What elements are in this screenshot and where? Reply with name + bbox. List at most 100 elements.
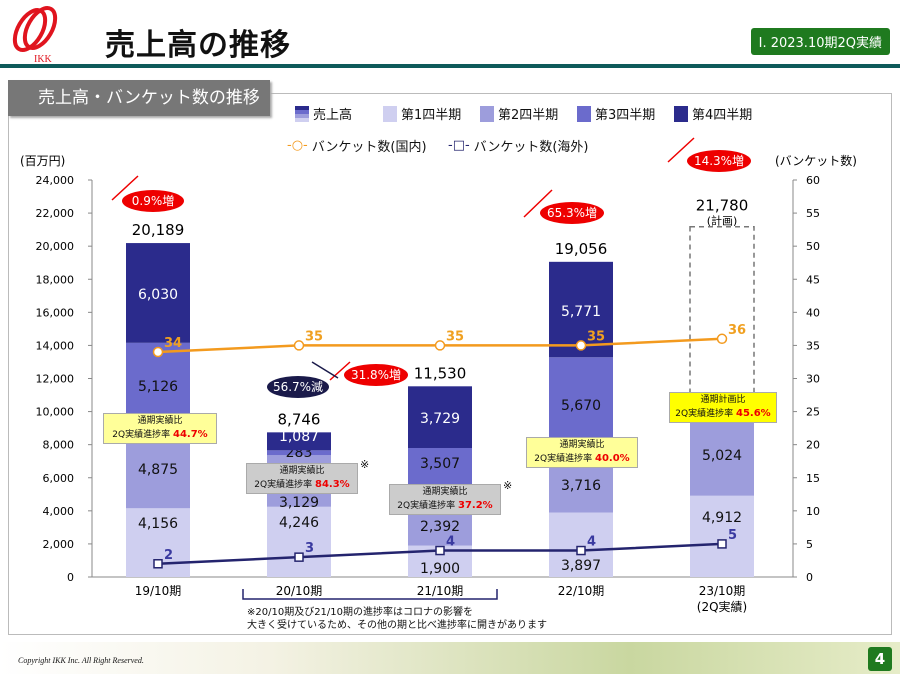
y2-tick-label: 35 <box>806 339 820 352</box>
line-point <box>152 346 164 358</box>
line-value-label: 4 <box>587 535 596 550</box>
bar-value-label: 4,246 <box>279 515 319 531</box>
legend-label: バンケット数(海外) <box>473 140 589 155</box>
y-tick-label: 2,000 <box>43 538 75 551</box>
y-tick-label: 6,000 <box>43 472 75 485</box>
progress-note: 通期計画比 2Q実績進捗率 45.6% <box>669 392 777 423</box>
line-value-label: 3 <box>305 541 314 556</box>
line-value-label: 4 <box>446 535 455 550</box>
line-point <box>576 545 586 556</box>
bar-value-label: 5,670 <box>561 398 601 414</box>
line-value-label: 5 <box>728 528 737 543</box>
legend-marker-circle: -○- <box>287 138 308 153</box>
bar-segment <box>267 432 331 451</box>
bar-value-label: 3,729 <box>420 411 460 427</box>
legend-label: 売上高 <box>313 108 353 123</box>
legend-label: 第1四半期 <box>401 108 462 123</box>
y2-tick-label: 60 <box>806 174 820 187</box>
y-tick-label: 0 <box>67 571 74 584</box>
y-tick-label: 16,000 <box>36 306 75 319</box>
page-number: 4 <box>868 647 892 671</box>
x-tick-label: 21/10期 <box>417 584 464 598</box>
bar-segment <box>267 450 331 456</box>
bar-total-label: 11,530 <box>414 364 467 382</box>
legend-total: 売上高 <box>295 104 352 123</box>
y-tick-label: 14,000 <box>36 339 75 352</box>
legend-marker-square: -□- <box>448 138 470 153</box>
y2-tick-label: 50 <box>806 240 820 253</box>
y2-tick-label: 0 <box>806 571 813 584</box>
trend-arrow <box>111 175 139 201</box>
bar-value-label: 6,030 <box>138 287 178 303</box>
bar-value-label: 5,024 <box>702 448 742 464</box>
x-tick-label: 23/10期 <box>699 584 746 598</box>
y-tick-label: 4,000 <box>43 505 75 518</box>
trend-arrow <box>667 137 695 163</box>
header-divider <box>0 64 900 68</box>
y-tick-label: 12,000 <box>36 373 75 386</box>
bar-value-label: 5,771 <box>561 304 601 320</box>
line-value-label: 2 <box>164 548 173 563</box>
ikk-logo: IKK <box>12 6 58 64</box>
line-point <box>293 340 305 351</box>
bar-value-label: 3,129 <box>279 495 319 511</box>
progress-note: 通期実績比 2Q実績進捗率 84.3% <box>246 463 358 494</box>
copyright: Copyright IKK Inc. All Right Reserved. <box>18 656 144 665</box>
plan-dashed-box <box>689 225 755 414</box>
plan-label: (計画) <box>707 214 738 228</box>
legend-overseas: -□- バンケット数(海外) <box>448 136 588 155</box>
bar-value-label: 1,087 <box>279 429 319 445</box>
legend-q2: 第2四半期 <box>480 104 558 123</box>
footnote: ※20/10期及び21/10期の進捗率はコロナの影響を 大きく受けているため、その… <box>247 607 547 631</box>
bar-value-label: 3,507 <box>420 456 460 472</box>
legend-swatch <box>674 105 688 122</box>
footnote-bracket <box>242 589 498 600</box>
line-value-label: 36 <box>728 323 746 338</box>
bar-value-label: 1,900 <box>420 561 460 577</box>
line-point <box>435 545 445 556</box>
y2-tick-label: 40 <box>806 306 820 319</box>
y2-tick-label: 10 <box>806 505 820 518</box>
bar-segment <box>126 243 190 343</box>
bar-value-label: 3,897 <box>561 558 601 574</box>
x-tick-sublabel: (2Q実績) <box>697 599 747 614</box>
legend-swatch <box>295 105 309 122</box>
bar-total-label: 8,746 <box>278 410 321 428</box>
line-point <box>575 340 587 351</box>
line-point <box>434 340 446 351</box>
bar-total-label: 20,189 <box>132 221 185 239</box>
y-tick-label: 10,000 <box>36 406 75 419</box>
change-badge: 56.7%減 <box>267 376 329 398</box>
line-value-label: 35 <box>587 329 605 344</box>
bar-segment <box>267 506 331 577</box>
bar-value-label: 3,716 <box>561 478 601 494</box>
bar-segment <box>549 512 613 577</box>
line-point <box>717 539 727 549</box>
legend-q4: 第4四半期 <box>674 104 752 123</box>
change-badge: 0.9%増 <box>122 190 184 212</box>
y-tick-label: 24,000 <box>36 174 75 187</box>
bar-value-label: 2,392 <box>420 519 460 535</box>
y-tick-label: 22,000 <box>36 207 75 220</box>
y2-tick-label: 15 <box>806 472 820 485</box>
line-point <box>153 559 163 569</box>
change-badge: 31.8%増 <box>344 364 408 386</box>
x-tick-label: 22/10期 <box>558 584 605 598</box>
trend-arrow <box>523 189 553 218</box>
x-tick-label: 19/10期 <box>135 584 182 598</box>
line-value-label: 35 <box>305 329 323 344</box>
y-tick-label: 8,000 <box>43 439 75 452</box>
panel-title: 売上高・バンケット数の推移 <box>8 80 270 116</box>
legend-label: バンケット数(国内) <box>311 140 427 155</box>
x-tick-label: 20/10期 <box>276 584 323 598</box>
bar-total-label: 21,780 <box>696 197 749 215</box>
y2-tick-label: 45 <box>806 273 820 286</box>
change-badge: 14.3%増 <box>687 150 751 172</box>
kome-mark: ※ <box>503 479 513 492</box>
progress-note: 通期実績比 2Q実績進捗率 40.0% <box>526 437 638 468</box>
trend-arrow <box>329 361 351 381</box>
legend-label: 第4四半期 <box>692 108 753 123</box>
y2-tick-label: 25 <box>806 406 820 419</box>
legend-domestic: -○- バンケット数(国内) <box>287 136 427 155</box>
y2-tick-label: 55 <box>806 207 820 220</box>
